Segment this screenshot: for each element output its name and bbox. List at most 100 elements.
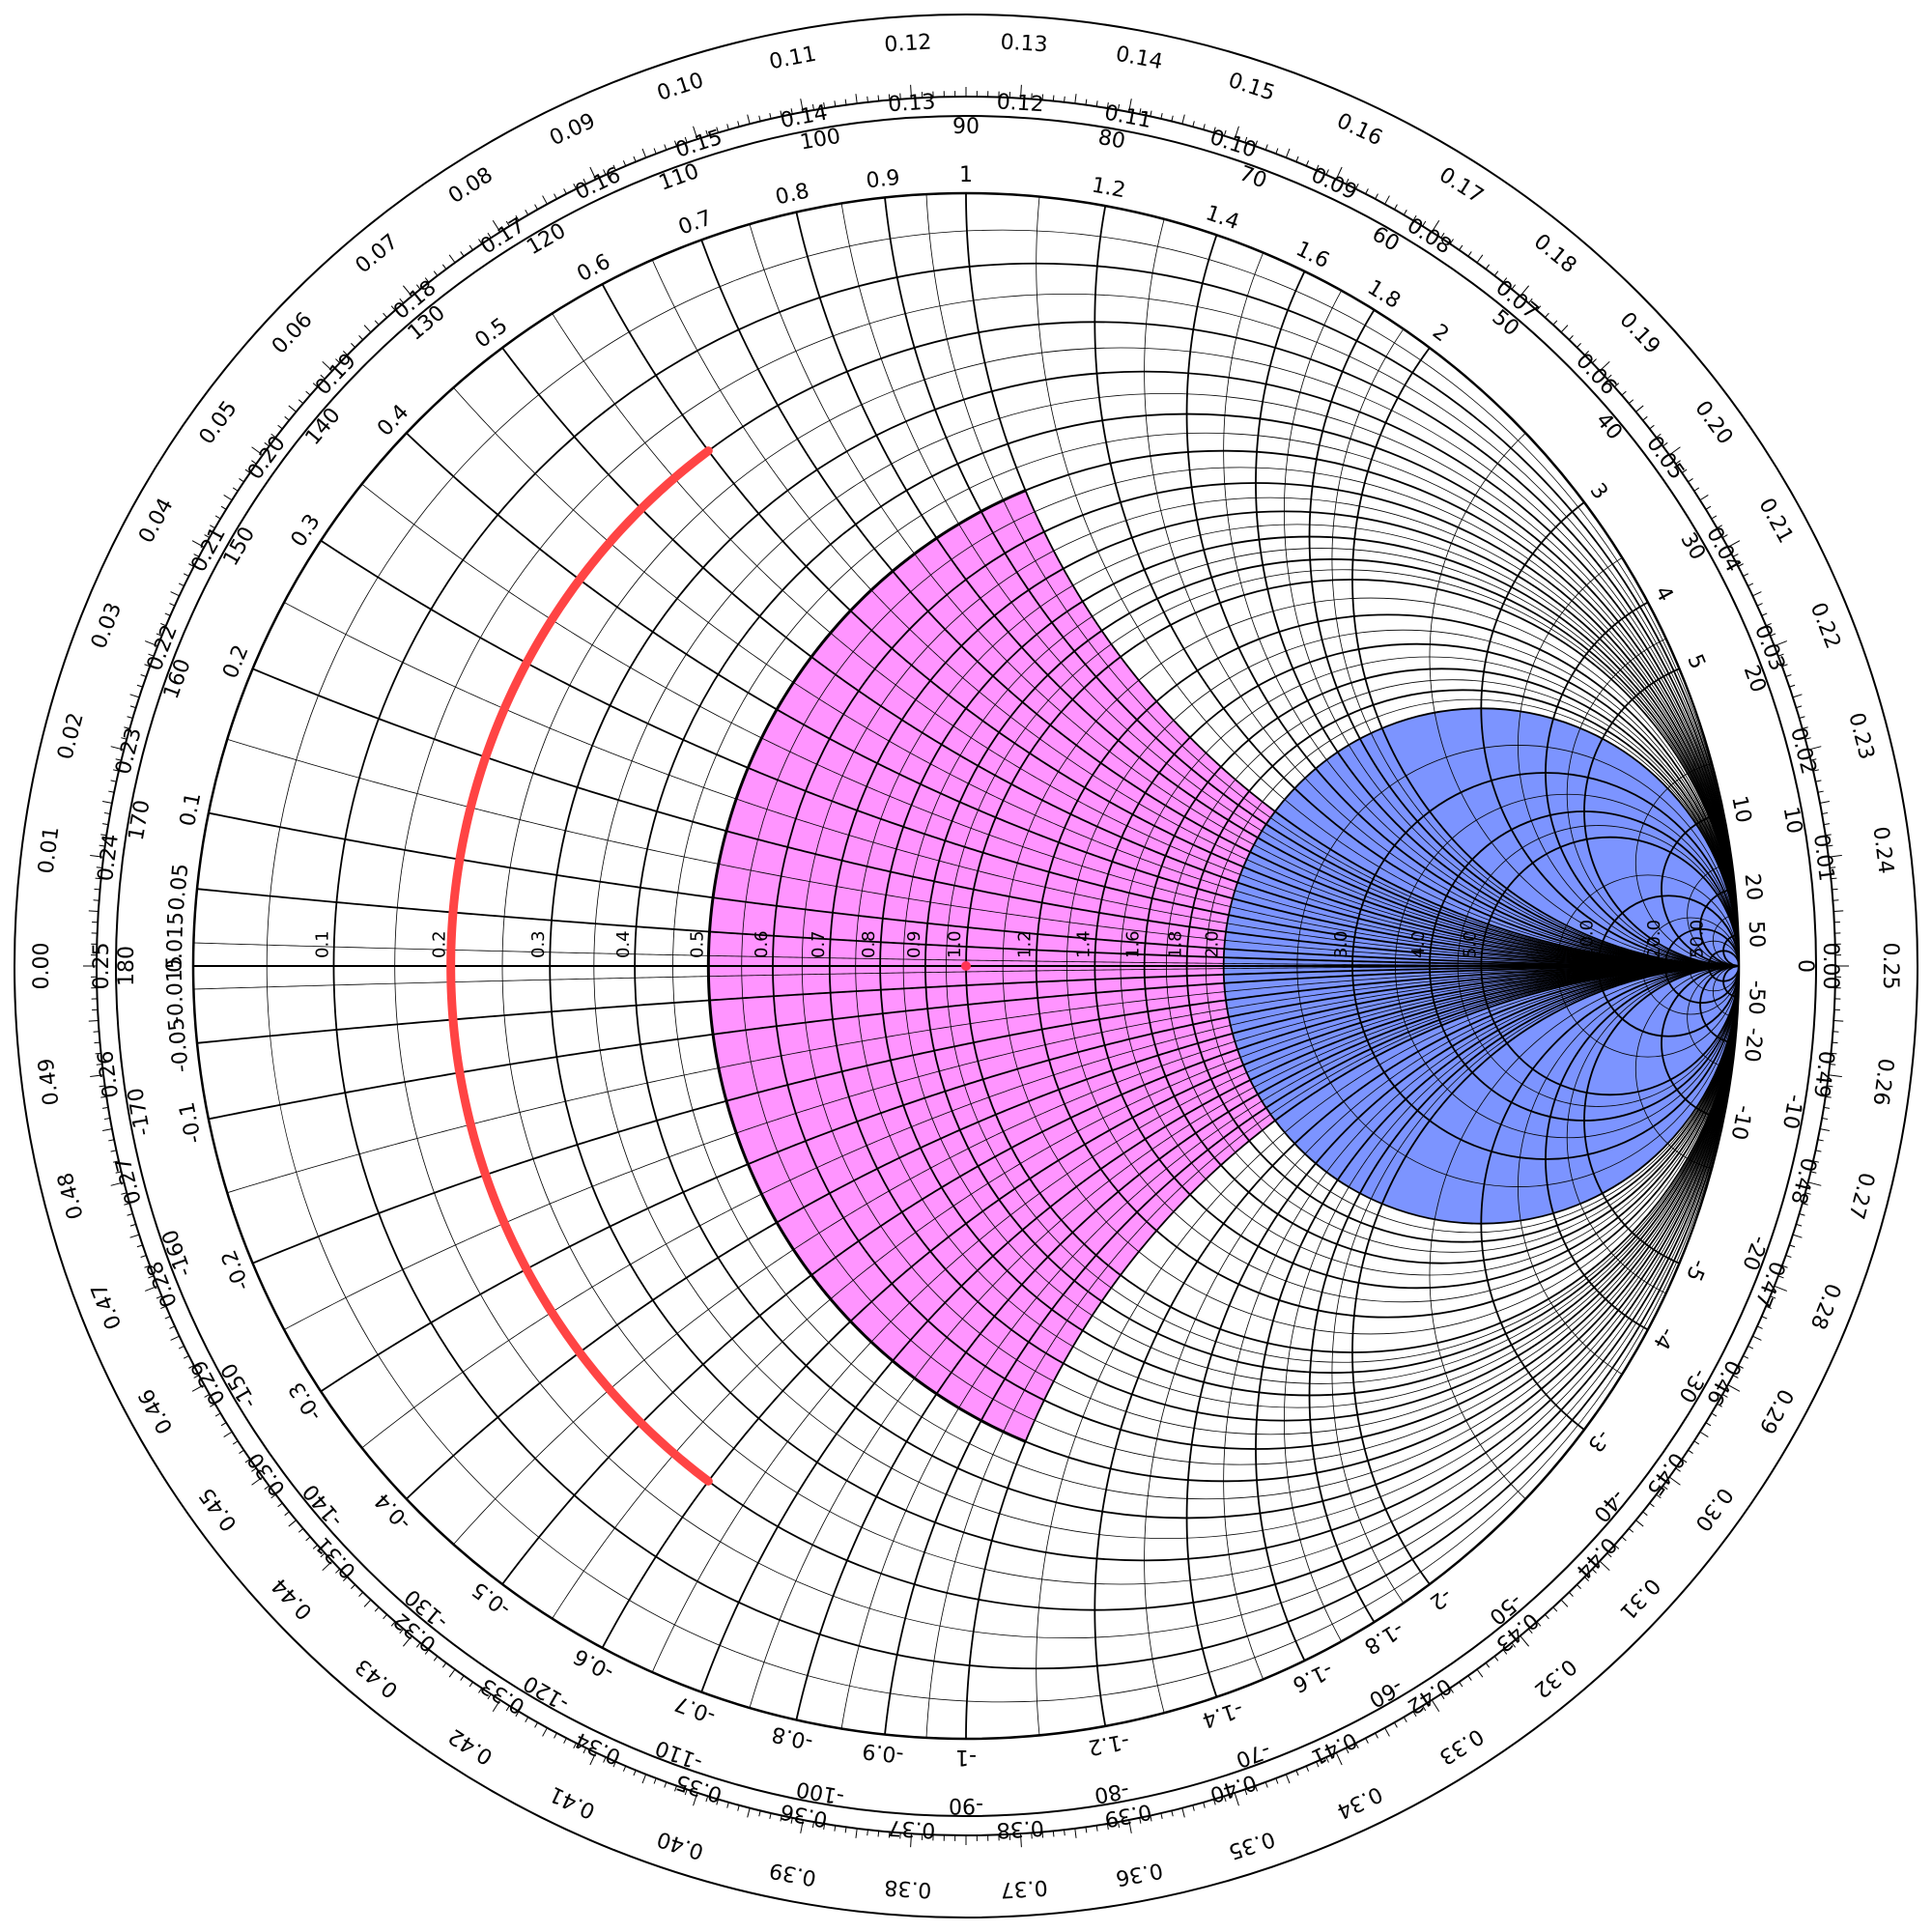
reactance-arc [1583, 965, 1739, 1264]
reactance-label: 1 [959, 163, 973, 187]
ring-tick [1802, 726, 1808, 729]
reactance-label: -1 [955, 1745, 977, 1769]
marker-arc-group [446, 446, 971, 1486]
ring-tick [582, 178, 587, 185]
reactance-minor-arc [1144, 218, 1739, 967]
reactance-minor-arc [1429, 965, 1739, 1500]
ring-tick [1699, 494, 1709, 501]
angle-label: 80 [1096, 126, 1127, 154]
resistance-label: 0.3 [528, 930, 549, 958]
wavelength-toward-load-label: 0.06 [1571, 349, 1621, 400]
ring-tick [415, 1642, 421, 1648]
ring-tick [515, 1711, 520, 1718]
ring-tick [1777, 653, 1784, 657]
ring-tick [1160, 112, 1163, 120]
ring-tick [383, 312, 387, 318]
ring-tick [298, 399, 304, 405]
resistance-label: 3.0 [1331, 930, 1351, 958]
reactance-minor-arc [1284, 965, 1739, 1642]
ring-tick [1777, 1275, 1784, 1279]
reactance-arc [1661, 965, 1739, 1121]
ring-tick [298, 1527, 304, 1533]
ring-tick [790, 108, 793, 115]
ring-tick [1747, 1345, 1754, 1350]
ring-tick [204, 534, 211, 538]
ring-tick [1074, 94, 1077, 104]
ring-tick [693, 126, 698, 140]
ring-tick [277, 1502, 283, 1508]
wavelength-toward-generator-label: 0.37 [1000, 1875, 1048, 1902]
ring-tick [1681, 469, 1688, 473]
resistance-label: 50.0 [1688, 920, 1708, 958]
ring-tick [1412, 1711, 1417, 1718]
reactance-label: 5 [1682, 651, 1709, 673]
reactance-minor-arc [453, 965, 1739, 1546]
angle-label: 170 [125, 798, 156, 842]
reactance-arc [1185, 234, 1739, 967]
ring-tick [664, 144, 668, 151]
ring-tick [1139, 1817, 1142, 1824]
reactance-minor-arc [552, 965, 1739, 1619]
ring-tick [716, 1799, 719, 1805]
ring-tick [305, 390, 311, 396]
ring-tick [1422, 1705, 1427, 1712]
angle-label: -70 [1233, 1737, 1273, 1772]
ring-tick [1520, 285, 1529, 297]
ring-tick [1467, 251, 1472, 257]
angle-label: -140 [298, 1479, 348, 1531]
ring-tick [603, 169, 607, 176]
wavelength-toward-generator-label: 0.26 [1867, 1057, 1897, 1107]
ring-tick [415, 284, 421, 290]
ring-tick [1568, 335, 1574, 341]
ring-tick [653, 1777, 657, 1784]
wavelength-toward-generator-label: 0.01 [35, 825, 65, 875]
ring-tick [1181, 114, 1185, 125]
ring-tick [726, 124, 729, 130]
angle-label: -40 [1588, 1484, 1629, 1526]
ring-tick [525, 1717, 529, 1722]
angle-label: 140 [301, 404, 346, 450]
ring-tick [178, 1345, 185, 1350]
ring-tick [441, 1662, 447, 1668]
reactance-arc [700, 965, 1739, 1692]
ring-tick [855, 94, 858, 104]
ring-tick [232, 487, 239, 492]
wavelength-toward-generator-label: 0.46 [134, 1384, 179, 1437]
wavelength-toward-generator-label: 0.08 [444, 163, 497, 209]
ring-tick [811, 103, 814, 110]
wavelength-toward-load-label: 0.23 [111, 725, 146, 778]
ring-tick [124, 726, 130, 729]
reactance-label: 20 [1740, 872, 1767, 901]
reactance-minor-arc [749, 965, 1739, 1709]
ring-tick [1095, 100, 1098, 107]
ring-tick [103, 811, 110, 814]
wavelength-toward-load-label: 0.49 [1808, 1049, 1838, 1099]
ring-tick [312, 383, 318, 387]
ring-tick [288, 1520, 297, 1527]
ring-tick [834, 1825, 837, 1832]
angle-label: -110 [652, 1735, 705, 1775]
ring-tick [1606, 374, 1612, 380]
ring-tick [1642, 1511, 1648, 1517]
ring-tick [424, 1649, 430, 1655]
ring-tick [1792, 1234, 1803, 1238]
ring-tick [156, 1295, 162, 1299]
ring-tick [1384, 195, 1390, 205]
ring-tick [1560, 325, 1569, 333]
ring-tick [169, 1325, 176, 1329]
ring-tick [1819, 1128, 1830, 1132]
ring-tick [433, 270, 439, 276]
reactance-label: -3 [1582, 1425, 1614, 1457]
ring-tick [1591, 358, 1597, 364]
reactance-label: -0.9 [861, 1738, 904, 1766]
ring-tick [183, 573, 189, 577]
ring-tick [573, 1743, 577, 1749]
reactance-arc [406, 432, 1739, 967]
reactance-minor-arc [749, 223, 1739, 967]
ring-tick [641, 148, 647, 158]
ring-tick [1789, 1244, 1796, 1248]
ring-tick [1738, 1365, 1744, 1369]
wavelength-toward-load-label: 0.37 [888, 1815, 936, 1842]
ring-tick [312, 1545, 318, 1549]
ring-tick [1244, 136, 1248, 143]
